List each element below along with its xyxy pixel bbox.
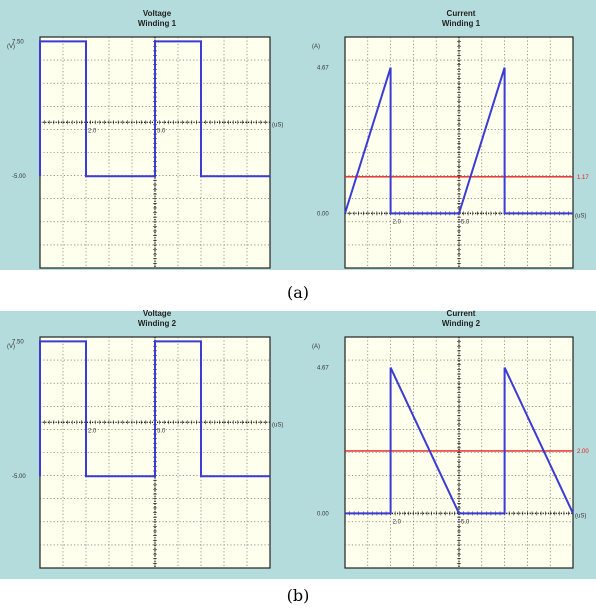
y-axis-unit: (V)	[7, 44, 15, 50]
y-tick-label: 7.50	[12, 339, 24, 345]
y-tick-label: -5.00	[12, 474, 26, 480]
chart-subtitle: Winding 2	[442, 319, 481, 328]
x-tick-label: 5.0	[461, 519, 470, 525]
y-tick-label: 4.67	[317, 366, 329, 372]
x-tick-label: 2.0	[88, 428, 97, 434]
x-tick-label: 2.0	[393, 519, 402, 525]
x-axis-unit: (uS)	[272, 422, 283, 428]
y-tick-label: 0.00	[317, 211, 329, 217]
chart-title: Voltage	[143, 9, 172, 18]
chart-subtitle: Winding 1	[138, 19, 177, 28]
chart-subtitle: Winding 2	[138, 319, 177, 328]
x-tick-label: 5.0	[461, 219, 470, 225]
y-axis-unit: (A)	[312, 344, 320, 350]
series-trace	[345, 367, 574, 515]
caption-a: (a)	[286, 283, 310, 302]
chart-title: Current	[447, 9, 476, 18]
y-tick-label: 7.50	[12, 39, 24, 45]
series-trace	[39, 340, 270, 478]
x-tick-label: 2.0	[88, 128, 97, 134]
x-tick-label: 5.0	[157, 428, 166, 434]
chart-title: Current	[447, 309, 476, 318]
y-tick-label: 4.67	[317, 66, 329, 72]
y-tick-label: -5.00	[12, 174, 26, 180]
y-tick-label: 0.00	[317, 511, 329, 517]
y-axis-unit: (A)	[312, 44, 320, 50]
reference-label: 2.00	[577, 449, 589, 455]
series-trace	[344, 67, 573, 215]
series-trace	[39, 40, 270, 178]
x-axis-unit: (uS)	[575, 213, 586, 219]
x-axis-unit: (uS)	[575, 513, 586, 519]
chart-title: Voltage	[143, 309, 172, 318]
y-axis-unit: (V)	[7, 344, 15, 350]
chart-subtitle: Winding 1	[442, 19, 481, 28]
x-tick-label: 5.0	[157, 128, 166, 134]
x-tick-label: 2.0	[393, 219, 402, 225]
caption-b: (b)	[286, 586, 310, 605]
reference-label: 1.17	[577, 175, 589, 181]
x-axis-unit: (uS)	[272, 122, 283, 128]
